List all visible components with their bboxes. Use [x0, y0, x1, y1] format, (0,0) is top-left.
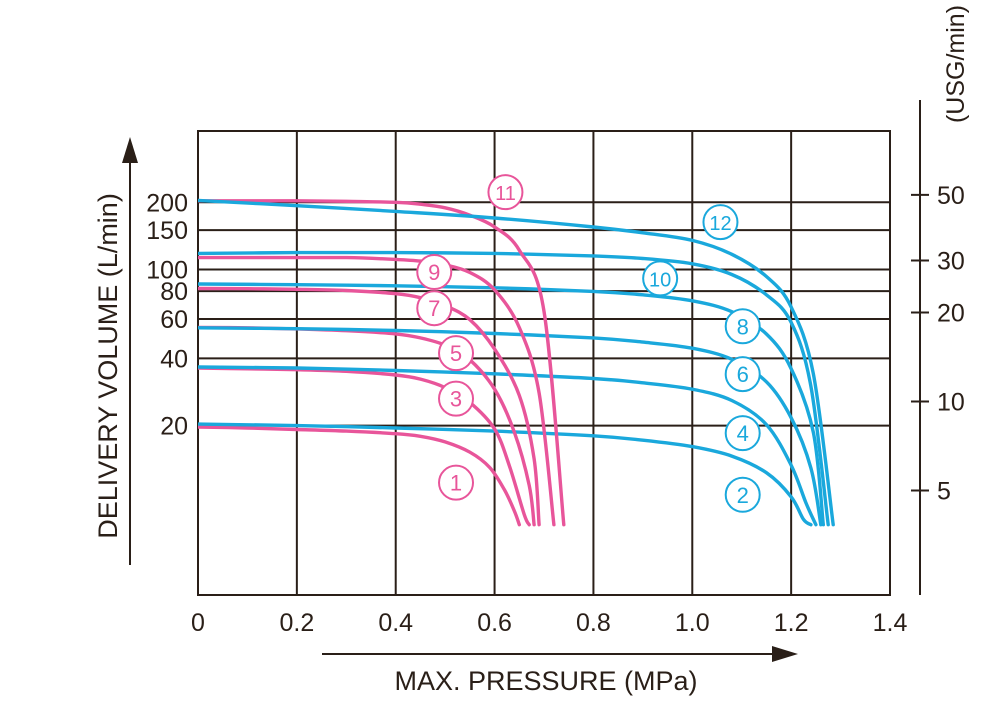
- x-tick-label: 0.6: [477, 609, 512, 637]
- curve-label-11: 11: [495, 183, 516, 205]
- curve-label-8: 8: [737, 314, 749, 339]
- x-tick-label: 1.2: [774, 609, 809, 637]
- x-tick-label: 1.4: [873, 609, 908, 637]
- curve-label-7: 7: [428, 296, 440, 321]
- y-axis-label: DELIVERY VOLUME (L/min): [93, 193, 123, 539]
- series-line-4: [198, 365, 818, 527]
- series-line-8: [198, 282, 825, 527]
- x-axis-label: MAX. PRESSURE (MPa): [394, 666, 697, 696]
- curve-label-circle-2: [724, 476, 761, 513]
- series-line-12: [198, 198, 835, 527]
- series-line-7: [198, 286, 541, 527]
- curve-label-circle-3: [438, 380, 475, 417]
- x-tick-label: 0.8: [576, 609, 611, 637]
- curve-label-2: 2: [737, 483, 749, 508]
- curve-label-circle-12: [702, 204, 739, 241]
- series-line-2: [198, 422, 813, 527]
- series-line-10: [198, 250, 830, 527]
- y-tick-label: 40: [160, 345, 188, 373]
- curve-label-circle-1: [438, 464, 475, 501]
- curve-label-circle-11: [487, 174, 524, 211]
- curve-label-12: 12: [709, 213, 731, 235]
- series-line-11: [198, 199, 566, 527]
- curve-label-circle-9: [416, 254, 453, 291]
- y2-tick-label: 30: [937, 247, 965, 275]
- curve-label-circle-4: [724, 415, 761, 452]
- y-tick-label: 200: [146, 189, 188, 217]
- curve-label-9: 9: [428, 260, 440, 285]
- curve-label-circle-8: [724, 308, 761, 345]
- y2-tick-label: 10: [937, 389, 965, 417]
- y-tick-label: 60: [160, 306, 188, 334]
- x-axis-arrowhead: [772, 646, 798, 662]
- y-axis-arrowhead: [122, 137, 138, 163]
- plot-frame: [197, 130, 891, 596]
- x-tick-label: 0.2: [279, 609, 314, 637]
- curve-label-10: 10: [649, 269, 671, 291]
- x-tick-label: 0: [191, 609, 205, 637]
- series-line-1: [198, 425, 521, 527]
- series-line-6: [198, 326, 823, 527]
- y2-tick-label: 50: [937, 182, 965, 210]
- y-tick-label: 150: [146, 217, 188, 245]
- curve-label-circle-10: [642, 260, 679, 297]
- curve-label-5: 5: [450, 341, 462, 366]
- series-line-3: [198, 366, 531, 527]
- x-tick-label: 0.4: [378, 609, 413, 637]
- y-tick-label: 20: [160, 413, 188, 441]
- y-tick-label: 80: [160, 278, 188, 306]
- curve-label-1: 1: [450, 471, 462, 496]
- y-tick-label: 100: [146, 257, 188, 285]
- curve-label-circle-5: [438, 335, 475, 372]
- curve-label-circle-6: [724, 356, 761, 393]
- y2-tick-label: 5: [937, 477, 951, 505]
- curve-label-circle-7: [416, 290, 453, 327]
- curve-label-3: 3: [450, 387, 462, 412]
- x-tick-label: 1.0: [675, 609, 710, 637]
- curve-label-4: 4: [737, 421, 749, 446]
- curve-labels: 1 3 57 9 11 2 4 6 8 10 12: [416, 174, 761, 513]
- y2-tick-label: 20: [937, 300, 965, 328]
- curve-label-6: 6: [737, 362, 749, 387]
- y2-axis-label: (USG/min): [942, 5, 970, 123]
- axes: 0 0.2 0.4 0.6 0.8 1.0 1.2 1.4204060801001502005…: [122, 100, 965, 662]
